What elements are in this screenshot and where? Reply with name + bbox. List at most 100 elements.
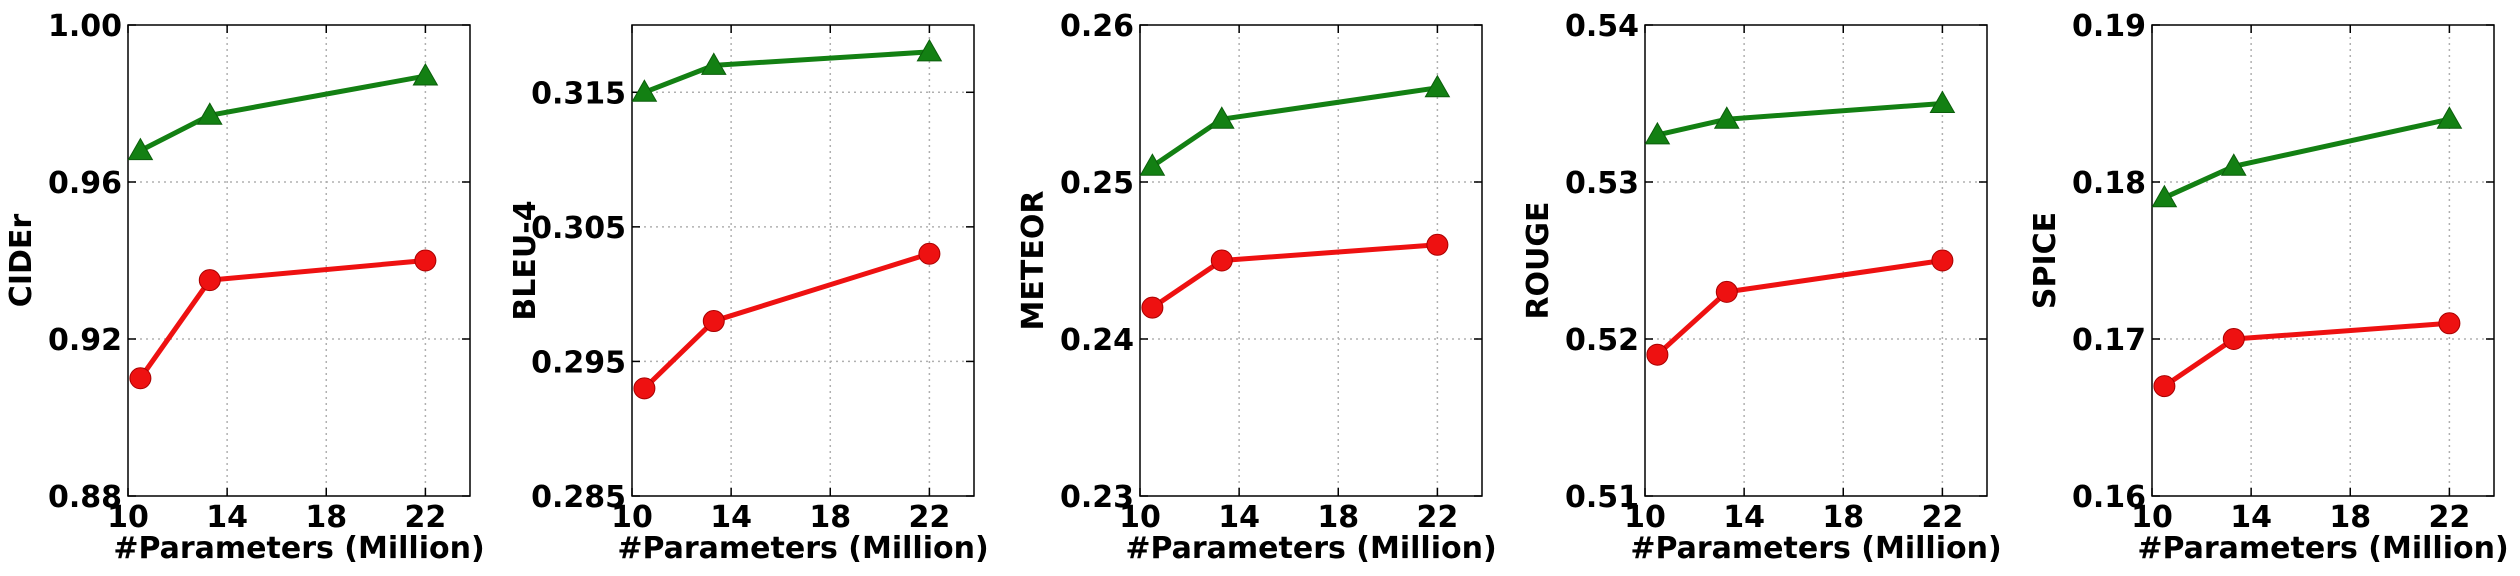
x-tick-label: 22 bbox=[909, 500, 951, 535]
x-tick-label: 14 bbox=[1723, 500, 1765, 535]
x-tick-label: 18 bbox=[305, 500, 347, 535]
y-tick-label: 0.23 bbox=[1060, 480, 1134, 515]
x-tick-label: 22 bbox=[2429, 500, 2471, 535]
data-point-circle bbox=[633, 377, 656, 400]
x-tick-label: 14 bbox=[206, 500, 248, 535]
data-point-circle bbox=[198, 269, 221, 292]
y-tick-label: 0.16 bbox=[2072, 480, 2146, 515]
y-tick-label: 0.285 bbox=[531, 480, 626, 515]
data-point-circle bbox=[918, 242, 941, 265]
y-tick-label: 0.96 bbox=[48, 166, 122, 201]
chart-panel-5: 10 14 18 22 0.16 0.17 0.18 0.19 #Parameters (Mil… bbox=[2028, 9, 2509, 566]
data-point-circle bbox=[1715, 280, 1738, 303]
x-axis-label: #Parameters (Million) bbox=[617, 531, 988, 566]
plot-frame bbox=[631, 24, 975, 497]
data-point-triangle bbox=[412, 63, 439, 86]
x-tick-label: 22 bbox=[405, 500, 447, 535]
data-point-triangle bbox=[2220, 153, 2247, 176]
x-tick-label: 14 bbox=[2230, 500, 2272, 535]
data-point-triangle bbox=[700, 52, 727, 75]
data-point-triangle bbox=[916, 38, 943, 62]
data-point-triangle bbox=[2436, 106, 2463, 129]
y-tick-label: 0.92 bbox=[48, 323, 122, 358]
data-point-triangle bbox=[1139, 153, 1166, 176]
chart-panel-3: 10 14 18 22 0.23 0.24 0.25 0.26 #Parameters (Mil… bbox=[1016, 9, 1497, 566]
y-tick-label: 0.19 bbox=[2072, 9, 2146, 44]
data-point-triangle bbox=[1713, 106, 1740, 129]
y-tick-label: 0.25 bbox=[1060, 166, 1134, 201]
data-point-circle bbox=[1426, 233, 1449, 256]
data-point-triangle bbox=[1208, 106, 1235, 129]
y-tick-label: 1.00 bbox=[48, 9, 122, 44]
y-tick-label: 0.305 bbox=[531, 211, 626, 246]
x-tick-label: 22 bbox=[1922, 500, 1964, 535]
y-axis-label: BLEU-4 bbox=[508, 200, 543, 320]
series-line-circle bbox=[1150, 242, 1438, 310]
chart-panel-2: 10 14 18 22 0.285 0.295 0.305 0.315 #Parameters … bbox=[508, 24, 989, 566]
y-tick-label: 0.24 bbox=[1060, 323, 1134, 358]
data-point-circle bbox=[1646, 343, 1669, 366]
data-point-triangle bbox=[127, 137, 154, 161]
y-axis-label: CIDEr bbox=[4, 214, 39, 308]
y-tick-label: 0.54 bbox=[1565, 9, 1639, 44]
x-axis-label: #Parameters (Million) bbox=[1630, 531, 2001, 566]
y-tick-label: 0.88 bbox=[48, 480, 122, 515]
series-line-circle bbox=[642, 251, 931, 391]
x-axis-label: #Parameters (Million) bbox=[2137, 531, 2508, 566]
data-point-triangle bbox=[1424, 74, 1451, 98]
x-tick-label: 18 bbox=[809, 500, 851, 535]
series-line-triangle bbox=[139, 73, 426, 153]
y-axis-label: ROUGE bbox=[1521, 201, 1556, 319]
x-tick-label: 18 bbox=[1317, 500, 1359, 535]
series-line-circle bbox=[138, 258, 426, 380]
plot-frame bbox=[1139, 24, 1483, 497]
plot-frame bbox=[1644, 24, 1988, 497]
y-tick-label: 0.315 bbox=[531, 76, 626, 111]
y-axis-label: SPICE bbox=[2028, 212, 2063, 309]
plot-frame bbox=[2151, 24, 2495, 497]
chart-panel-4: 10 14 18 22 0.51 0.52 0.53 0.54 #Parameters (Mil… bbox=[1521, 9, 2002, 566]
x-axis-label: #Parameters (Million) bbox=[1125, 531, 1496, 566]
x-tick-label: 18 bbox=[1822, 500, 1864, 535]
series-line-triangle bbox=[1656, 101, 1943, 138]
data-point-circle bbox=[1141, 296, 1164, 319]
y-axis-label: METEOR bbox=[1016, 191, 1051, 331]
series-line-triangle bbox=[643, 49, 930, 95]
x-tick-label: 14 bbox=[1218, 500, 1260, 535]
x-tick-label: 22 bbox=[1417, 500, 1459, 535]
data-point-circle bbox=[1210, 249, 1233, 272]
y-tick-label: 0.26 bbox=[1060, 9, 1134, 44]
x-tick-label: 10 bbox=[1624, 500, 1666, 535]
data-point-triangle bbox=[1929, 90, 1956, 113]
data-point-triangle bbox=[2151, 184, 2178, 208]
x-tick-label: 10 bbox=[611, 500, 653, 535]
data-point-circle bbox=[2438, 312, 2461, 335]
data-point-circle bbox=[2153, 375, 2176, 398]
data-point-circle bbox=[129, 367, 152, 390]
y-tick-label: 0.18 bbox=[2072, 166, 2146, 201]
data-point-circle bbox=[702, 310, 725, 333]
series-line-circle bbox=[1655, 258, 1943, 357]
x-tick-label: 10 bbox=[1119, 500, 1161, 535]
data-point-triangle bbox=[631, 79, 658, 102]
y-tick-label: 0.295 bbox=[531, 345, 626, 380]
data-point-triangle bbox=[1644, 121, 1671, 145]
series-line-circle bbox=[2162, 320, 2450, 389]
series-line-triangle bbox=[2163, 116, 2450, 200]
y-tick-label: 0.52 bbox=[1565, 323, 1639, 358]
x-tick-label: 14 bbox=[710, 500, 752, 535]
plot-frame bbox=[127, 24, 471, 497]
x-tick-label: 10 bbox=[2131, 500, 2173, 535]
y-tick-label: 0.17 bbox=[2072, 323, 2146, 358]
x-axis-label: #Parameters (Million) bbox=[113, 531, 484, 566]
chart-panel-1: 10 14 18 22 0.88 0.92 0.96 1.00 #Parameters (Mil… bbox=[4, 9, 485, 566]
x-tick-label: 10 bbox=[107, 500, 149, 535]
data-point-circle bbox=[2222, 328, 2245, 350]
data-point-triangle bbox=[196, 102, 223, 125]
y-tick-label: 0.53 bbox=[1565, 166, 1639, 201]
x-tick-label: 18 bbox=[2329, 500, 2371, 535]
data-point-circle bbox=[1931, 249, 1954, 272]
series-line-triangle bbox=[1150, 85, 1438, 169]
y-tick-label: 0.51 bbox=[1565, 480, 1639, 515]
